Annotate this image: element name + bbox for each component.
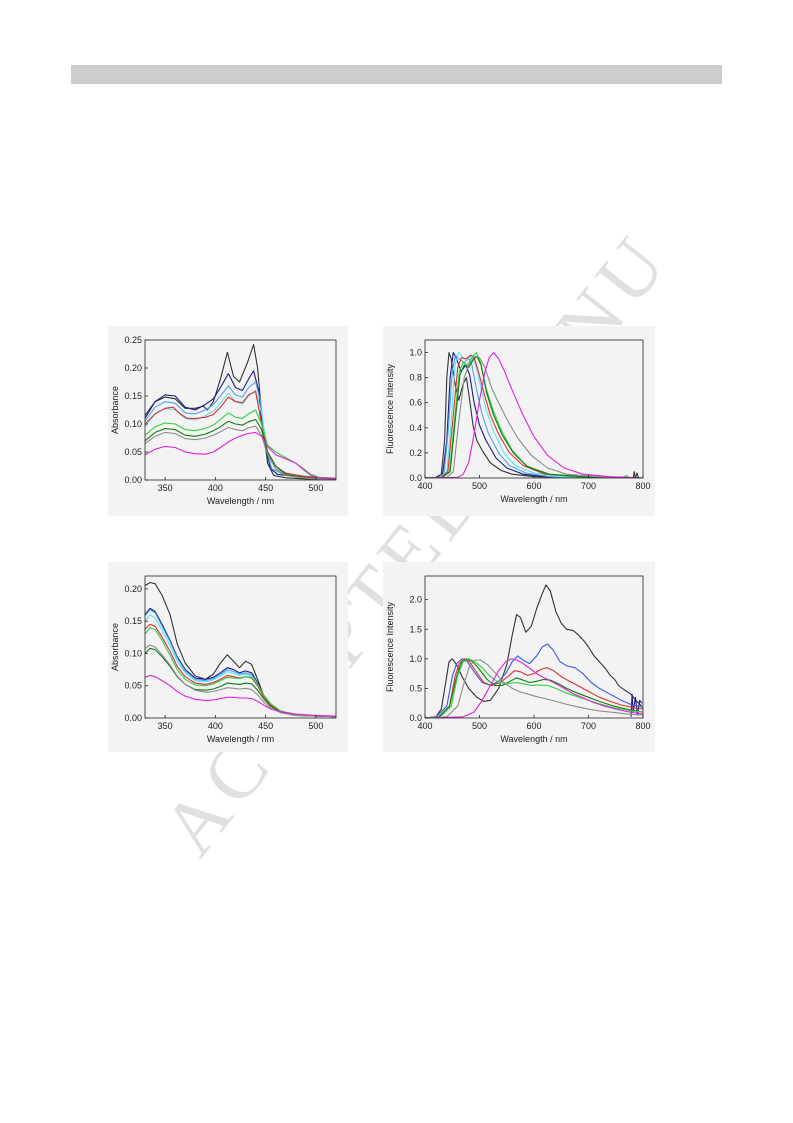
series-line-3	[425, 643, 643, 718]
y-tick-label: 0.6	[409, 398, 422, 408]
series-line-6	[145, 409, 336, 480]
series-line-5	[425, 354, 643, 478]
x-tick-label: 350	[158, 483, 173, 493]
series-line-8	[145, 644, 336, 718]
y-tick-label: 0.8	[409, 373, 422, 383]
x-tick-label: 800	[635, 481, 650, 491]
x-tick-label: 600	[526, 721, 541, 731]
y-tick-label: 0.00	[124, 713, 142, 723]
chart-panel-fluorescence-bottom: 400 500 600 700 800 0.0 0.5 1.0 1.5 2.0 Wavelength…	[383, 562, 655, 752]
y-tick-label: 0.00	[124, 475, 142, 485]
y-tick-label: 0.0	[409, 713, 422, 723]
series-line-10	[632, 471, 640, 478]
y-tick-label: 0.0	[409, 473, 422, 483]
chart-absorbance-bottom: 350 400 450 500 0.00 0.05 0.10 0.15 0.20 Waveleng…	[110, 575, 337, 744]
y-tick-label: 0.25	[124, 335, 142, 345]
series-line-7	[145, 647, 336, 718]
x-tick-label: 400	[208, 721, 223, 731]
chart-fluorescence-top: 400 500 600 700 800 0.0 0.2 0.4 0.6 0.8 1.0 Wavelen…	[385, 339, 651, 504]
x-axis-title: Wavelength / nm	[207, 734, 274, 744]
x-tick-label: 500	[472, 721, 487, 731]
series-group	[425, 351, 643, 478]
series-group	[145, 581, 336, 718]
y-axis-title: Fluorescence Intensity	[385, 363, 395, 454]
y-tick-label: 0.05	[124, 447, 142, 457]
y-tick-label: 2.0	[409, 595, 422, 605]
y-tick-label: 0.20	[124, 584, 142, 594]
x-tick-label: 700	[581, 721, 596, 731]
series-group	[425, 584, 643, 718]
series-line-7	[145, 418, 336, 480]
series-line-5	[145, 623, 336, 718]
series-line-1	[425, 584, 643, 718]
series-line-6	[145, 627, 336, 718]
y-tick-label: 0.10	[124, 648, 142, 658]
plot-frame	[424, 575, 644, 719]
chart-panel-absorbance-bottom: 350 400 450 500 0.00 0.05 0.10 0.15 0.20 Waveleng…	[108, 562, 348, 752]
series-line-1	[425, 351, 643, 478]
y-tick-label: 0.15	[124, 391, 142, 401]
x-tick-label: 500	[308, 483, 323, 493]
x-tick-label: 450	[258, 483, 273, 493]
x-axis-title: Wavelength / nm	[207, 496, 274, 506]
y-tick-label: 0.15	[124, 616, 142, 626]
y-tick-label: 1.0	[409, 654, 422, 664]
x-axis-title: Wavelength / nm	[500, 494, 567, 504]
y-axis-title: Absorbance	[110, 386, 120, 434]
y-tick-label: 0.10	[124, 419, 142, 429]
series-line-4	[425, 351, 643, 478]
x-tick-label: 600	[526, 481, 541, 491]
series-line-9	[425, 351, 643, 478]
series-line-7	[425, 659, 643, 718]
x-tick-label: 450	[258, 721, 273, 731]
x-axis-title: Wavelength / nm	[500, 734, 567, 744]
chart-fluorescence-bottom: 400 500 600 700 800 0.0 0.5 1.0 1.5 2.0 Wavelength…	[385, 575, 651, 744]
y-tick-label: 0.20	[124, 363, 142, 373]
x-tick-label: 350	[158, 721, 173, 731]
series-line-9	[145, 431, 336, 480]
series-line-1	[145, 343, 336, 480]
series-line-2	[145, 370, 336, 479]
y-tick-label: 1.5	[409, 624, 422, 634]
series-line-6	[425, 658, 643, 718]
y-tick-label: 0.2	[409, 448, 422, 458]
x-tick-label: 400	[417, 721, 432, 731]
x-tick-label: 500	[472, 481, 487, 491]
y-tick-label: 0.5	[409, 683, 422, 693]
chart-panel-absorbance-top: 350 400 450 500 0.00 0.05 0.10 0.15 0.20 0.25 Wave…	[108, 326, 348, 516]
series-line-8	[425, 355, 643, 478]
series-line-5	[145, 390, 336, 479]
series-line-9	[145, 674, 336, 717]
series-line-7	[425, 355, 643, 478]
series-line-3	[425, 354, 643, 478]
y-axis-title: Fluorescence Intensity	[385, 601, 395, 692]
x-tick-label: 400	[208, 483, 223, 493]
x-tick-label: 700	[581, 481, 596, 491]
series-line-2	[630, 693, 643, 717]
header-bar	[71, 65, 722, 84]
series-line-4	[425, 658, 643, 718]
x-tick-label: 500	[308, 721, 323, 731]
series-line-8	[145, 425, 336, 480]
plot-frame	[144, 339, 337, 481]
chart-absorbance-top: 350 400 450 500 0.00 0.05 0.10 0.15 0.20 0.25 Wave…	[110, 335, 337, 506]
x-tick-label: 800	[635, 721, 650, 731]
series-group	[145, 343, 336, 480]
y-tick-label: 1.0	[409, 348, 422, 358]
x-tick-label: 400	[417, 481, 432, 491]
y-tick-label: 0.4	[409, 423, 422, 433]
series-line-3	[145, 381, 336, 479]
series-line-8	[425, 658, 643, 718]
y-tick-label: 0.05	[124, 681, 142, 691]
y-axis-title: Absorbance	[110, 623, 120, 671]
plot-frame	[144, 575, 337, 719]
chart-panel-fluorescence-top: 400 500 600 700 800 0.0 0.2 0.4 0.6 0.8 1.0 Wavelen…	[383, 326, 655, 516]
